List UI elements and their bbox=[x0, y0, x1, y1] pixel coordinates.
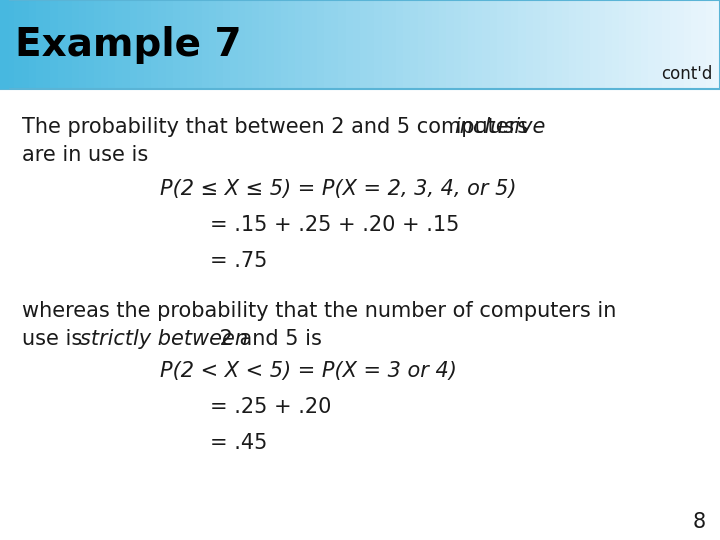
Text: P(2 < X < 5) = P(X = 3 or 4): P(2 < X < 5) = P(X = 3 or 4) bbox=[160, 361, 457, 381]
Text: P(2 ≤ X ≤ 5) = P(X = 2, 3, 4, or 5): P(2 ≤ X ≤ 5) = P(X = 2, 3, 4, or 5) bbox=[160, 179, 516, 199]
Text: 8: 8 bbox=[693, 512, 706, 532]
Text: Example 7: Example 7 bbox=[14, 25, 241, 64]
Text: 2 and 5 is: 2 and 5 is bbox=[213, 329, 322, 349]
Text: The probability that between 2 and 5 computers: The probability that between 2 and 5 com… bbox=[22, 117, 535, 137]
Text: inclusive: inclusive bbox=[454, 117, 545, 137]
Text: = .25 + .20: = .25 + .20 bbox=[210, 397, 331, 417]
Text: = .45: = .45 bbox=[210, 433, 267, 453]
Text: = .15 + .25 + .20 + .15: = .15 + .25 + .20 + .15 bbox=[210, 215, 459, 235]
Text: strictly between: strictly between bbox=[80, 329, 248, 349]
Bar bbox=[0, 0, 9, 89]
Text: cont'd: cont'd bbox=[661, 65, 712, 83]
Text: are in use is: are in use is bbox=[22, 145, 148, 165]
Text: whereas the probability that the number of computers in: whereas the probability that the number … bbox=[22, 301, 616, 321]
Text: = .75: = .75 bbox=[210, 251, 267, 271]
Text: use is: use is bbox=[22, 329, 89, 349]
